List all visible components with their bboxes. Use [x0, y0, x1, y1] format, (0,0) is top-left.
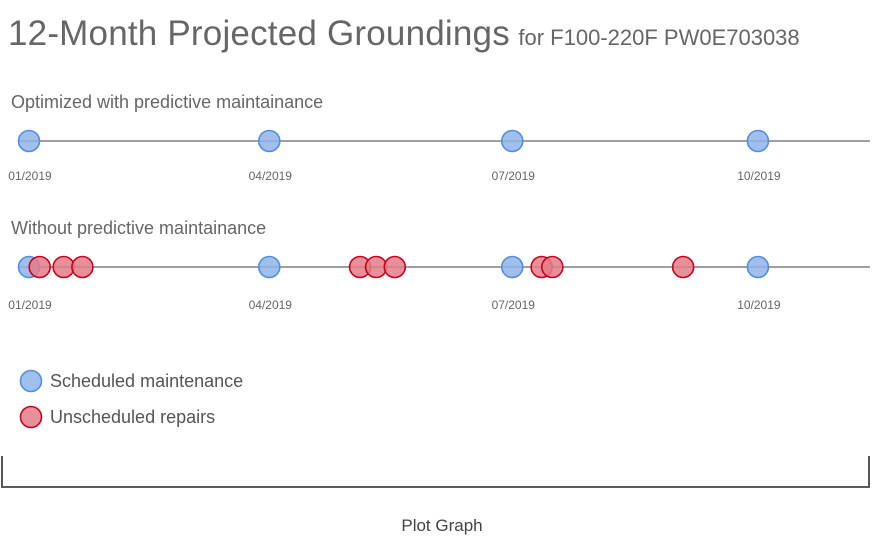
chart-legend: Scheduled maintenance Unscheduled repairs [19, 369, 243, 429]
tick-label: 04/2019 [249, 298, 293, 312]
tick-label: 07/2019 [492, 298, 536, 312]
timeline-row-2: Without predictive maintainance 01/2019 04… [8, 218, 870, 312]
chart-subtitle: for F100-220F PW0E703038 [518, 25, 800, 50]
legend-scheduled-marker [19, 369, 43, 393]
legend-label: Scheduled maintenance [50, 371, 243, 391]
scheduled-maintenance-point [500, 129, 524, 153]
scheduled-maintenance-point [257, 129, 281, 153]
scheduled-maintenance-point [500, 255, 524, 279]
tick-label: 10/2019 [737, 298, 781, 312]
unscheduled-repair-point [28, 255, 51, 279]
legend-unscheduled-marker [19, 405, 43, 429]
tick-label: 01/2019 [8, 298, 52, 312]
scheduled-maintenance-point [17, 129, 41, 153]
timeline-row-1: Optimized with predictive maintainance 01… [8, 92, 870, 183]
tick-label: 10/2019 [737, 169, 781, 183]
legend-label: Unscheduled repairs [50, 407, 215, 427]
tick-label: 04/2019 [249, 169, 293, 183]
unscheduled-repair-point [71, 255, 94, 279]
row-label: Optimized with predictive maintainance [11, 92, 323, 112]
caption-bracket [1, 456, 870, 488]
tick-label: 01/2019 [8, 169, 52, 183]
chart-title-wrap: 12-Month Projected Groundings for F100-2… [8, 14, 800, 54]
scheduled-maintenance-point [257, 255, 281, 279]
row-label: Without predictive maintainance [11, 218, 266, 238]
tick-label: 07/2019 [492, 169, 536, 183]
unscheduled-repair-point [383, 255, 407, 279]
scheduled-maintenance-point [746, 129, 770, 153]
chart-caption: Plot Graph [401, 516, 483, 535]
unscheduled-repair-point [541, 255, 564, 279]
unscheduled-repair-point [364, 255, 388, 279]
chart-title: 12-Month Projected Groundings [8, 14, 510, 53]
unscheduled-repair-point [671, 255, 695, 279]
unscheduled-repair-point [52, 255, 76, 279]
scheduled-maintenance-point [746, 255, 770, 279]
